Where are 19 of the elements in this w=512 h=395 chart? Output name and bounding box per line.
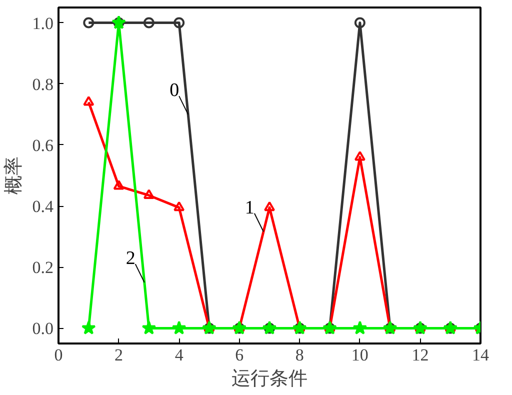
annotation: 0 <box>170 80 180 102</box>
x-axis-title: 运行条件 <box>232 368 308 390</box>
y-tick-label: 0.0 <box>32 319 54 338</box>
y-tick-label: 0.4 <box>32 197 54 216</box>
y-tick-label: 0.6 <box>32 136 54 155</box>
x-tick-label: 8 <box>295 346 304 364</box>
y-axis-title: 概率 <box>2 156 24 194</box>
y-tick-label: 0.2 <box>32 258 54 278</box>
x-tick-label: 14 <box>472 346 490 364</box>
x-tick-label: 12 <box>412 346 429 364</box>
annotation: 1 <box>244 197 254 218</box>
x-tick-label: 2 <box>114 346 124 364</box>
x-tick-label: 6 <box>235 346 244 364</box>
annotation: 2 <box>126 248 136 270</box>
x-tick-label: 10 <box>351 346 368 364</box>
x-tick-label: 0 <box>54 346 63 364</box>
x-tick-label: 4 <box>174 346 184 364</box>
y-tick-label: 0.8 <box>32 74 54 94</box>
y-tick-label: 1.0 <box>32 14 54 33</box>
